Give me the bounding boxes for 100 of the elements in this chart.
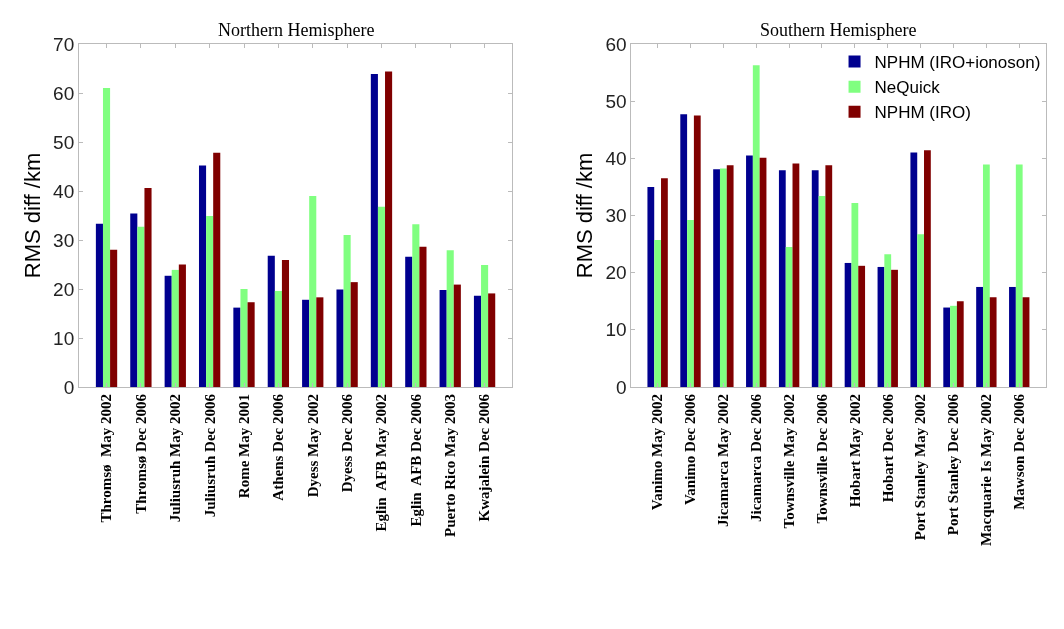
x-tick-label: Vanimo Dec 2006 (682, 393, 699, 506)
legend-label: NPHM (IRO) (874, 103, 971, 123)
bar (405, 256, 413, 387)
x-tick-label: Kwajalein Dec 2006 (476, 393, 493, 522)
bar (164, 275, 172, 387)
y-tick-label: 50 (605, 90, 627, 112)
y-tick-label: 60 (605, 33, 627, 55)
bar (956, 301, 964, 387)
y-tick-label: 40 (605, 147, 627, 169)
x-tick-label: Townsville May 2002 (781, 394, 797, 529)
x-tick-label: Vanimo May 2002 (649, 394, 666, 511)
bar (385, 71, 393, 387)
x-tick-label: Thromsø Dec 2006 (132, 393, 149, 514)
bar (687, 220, 694, 387)
bar (989, 297, 997, 387)
x-tick-label: Juliusruh May 2002 (167, 394, 184, 523)
y-tick-label: 20 (53, 278, 75, 300)
x-tick-label: Dyess May 2002 (304, 394, 321, 498)
bar (343, 235, 351, 387)
x-tick-label: Puerto Rico May 2003 (442, 394, 459, 537)
x-tick-label: Macquarie Is May 2002 (978, 394, 995, 547)
bar (137, 226, 145, 387)
bar (654, 240, 662, 387)
bar (693, 115, 701, 387)
x-tick-label: Rome May 2001 (235, 394, 252, 499)
x-tick-label: Jicamarca May 2002 (715, 394, 732, 528)
y-tick-label: 20 (605, 262, 627, 284)
legend-label: NeQuick (874, 78, 941, 98)
bar (302, 299, 310, 387)
bar (171, 269, 179, 387)
bar (130, 213, 138, 387)
bar (267, 255, 275, 387)
bar (924, 150, 931, 387)
bar (102, 88, 111, 387)
bar (943, 307, 951, 387)
bar (976, 286, 983, 387)
y-tick-label: 0 (63, 376, 75, 398)
bar (752, 65, 760, 387)
x-tick-label: Port Stanley May 2002 (912, 394, 929, 541)
bar (661, 178, 668, 387)
bar (488, 293, 496, 387)
bar (811, 170, 819, 387)
x-tick-label: Juliusruh Dec 2006 (201, 393, 218, 518)
bar (1015, 164, 1023, 387)
bar (446, 250, 454, 387)
bar (316, 297, 324, 387)
x-tick-label: Townsville Dec 2006 (813, 393, 830, 524)
bar (240, 289, 248, 387)
bar (746, 155, 753, 387)
bar (778, 170, 786, 387)
bar (851, 202, 859, 387)
y-tick-label: 30 (605, 205, 627, 227)
x-tick-label: Jicamarca Dec 2006 (748, 393, 765, 523)
bar (825, 165, 833, 387)
chart-title: Northern Hemisphere (218, 20, 375, 40)
bar (1009, 286, 1016, 387)
bar (281, 260, 290, 387)
bar (726, 165, 734, 387)
bar (785, 246, 793, 387)
bar (350, 282, 358, 387)
x-tick-label: Mawson Dec 2006 (1011, 393, 1028, 510)
bar (891, 269, 898, 387)
x-tick-label: Dyess Dec 2006 (338, 393, 355, 493)
bar (336, 289, 344, 387)
bar (213, 152, 221, 387)
bar (274, 290, 282, 387)
bar (858, 265, 866, 387)
bar (377, 206, 386, 387)
bar (419, 246, 427, 387)
x-tick-label: Hobart May 2002 (846, 394, 863, 508)
legend-label: NPHM (IRO+ionoson) (874, 53, 1041, 73)
bar (917, 234, 925, 387)
x-tick-label: Port Stanley Dec 2006 (945, 393, 962, 536)
bar (719, 168, 727, 387)
bar (178, 264, 186, 387)
y-axis-title: RMS diff /km (572, 152, 598, 279)
bar (473, 295, 482, 387)
bar (110, 249, 118, 387)
bar (370, 73, 378, 387)
bar (647, 186, 655, 387)
bar (206, 215, 214, 387)
y-tick-label: 70 (53, 33, 75, 55)
x-tick-label: Eglin AFB May 2002 (373, 394, 390, 532)
bar (481, 264, 489, 387)
y-axis-title: RMS diff /km (19, 152, 45, 279)
y-tick-label: 10 (605, 319, 627, 341)
y-tick-label: 10 (53, 327, 75, 349)
x-tick-label: Athens Dec 2006 (270, 393, 287, 501)
bar (982, 164, 990, 387)
x-tick-label: Thromsø May 2002 (98, 394, 115, 523)
y-tick-label: 50 (53, 131, 75, 153)
bar (950, 305, 957, 387)
bar (453, 284, 461, 387)
bar (144, 188, 152, 387)
bar (233, 307, 241, 387)
bar (713, 169, 720, 387)
bar (198, 165, 207, 387)
bar (309, 195, 317, 387)
y-tick-label: 60 (53, 82, 75, 104)
bar (95, 223, 103, 387)
